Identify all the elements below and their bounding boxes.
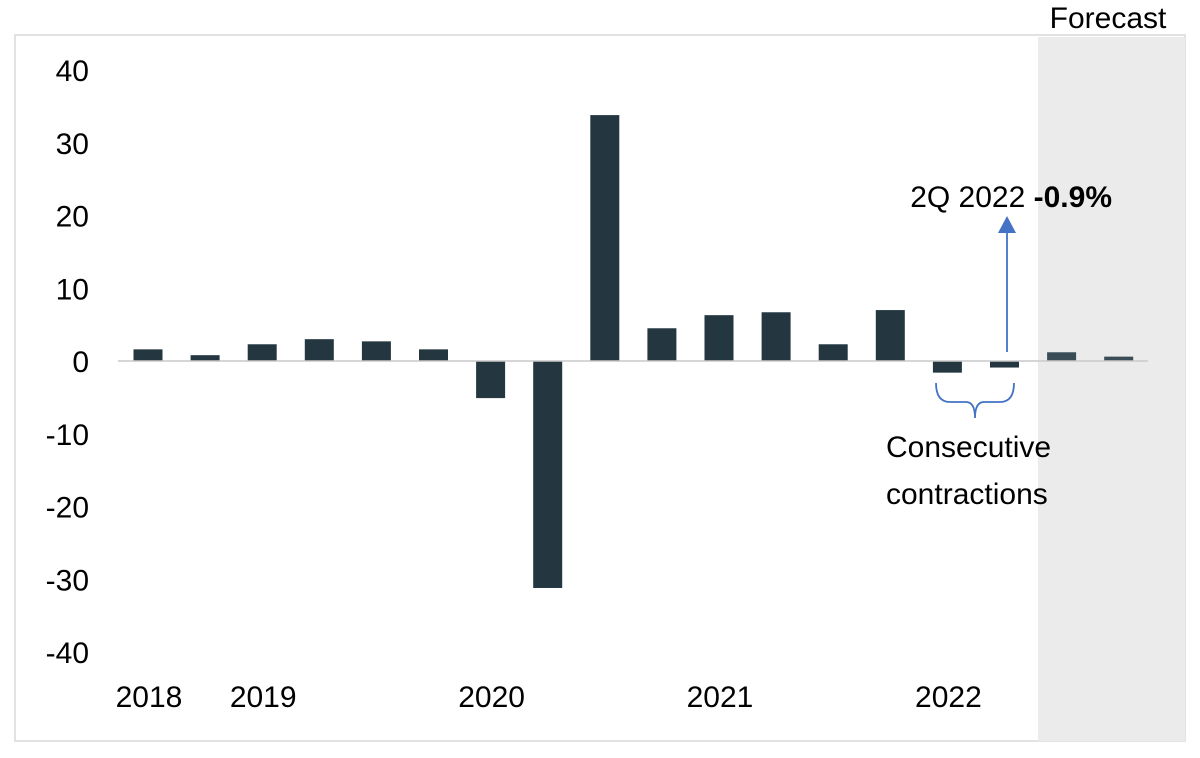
bar-q11	[704, 315, 734, 361]
x-year-label: 2018	[116, 681, 183, 714]
bar-q14	[875, 310, 905, 361]
contraction-bracket	[935, 382, 1015, 419]
y-tick-label: 0	[72, 346, 89, 379]
callout-value: -0.9%	[1034, 181, 1112, 214]
forecast-band	[1038, 37, 1185, 741]
bar-q8	[533, 361, 563, 588]
x-year-label: 2022	[915, 681, 982, 714]
bar-q6	[419, 349, 448, 361]
forecast-label: Forecast	[1050, 2, 1167, 35]
bar-q5	[361, 341, 391, 361]
callout-arrowhead-icon	[998, 216, 1016, 233]
bar-q9	[590, 115, 620, 361]
callout-prefix: 2Q 2022	[910, 181, 1033, 214]
bar-q7	[476, 361, 506, 399]
bar-q17	[1047, 352, 1077, 361]
y-tick-label: 10	[56, 273, 89, 306]
bar-q15	[932, 361, 962, 373]
x-axis-year-labels: 2018 2019 2020 2021 2022	[116, 681, 982, 714]
bracket-label-line1: Consecutive	[886, 431, 1051, 464]
bar-series	[133, 115, 1134, 588]
bar-q1	[133, 349, 163, 361]
y-tick-label: 30	[56, 128, 89, 161]
bar-q13	[818, 344, 848, 361]
bracket-label-line2: contractions	[886, 478, 1048, 511]
y-tick-label: 20	[56, 201, 89, 234]
y-tick-label: 40	[56, 55, 89, 88]
bar-q2	[190, 355, 220, 361]
bar-q4	[304, 339, 334, 361]
y-tick-label: -40	[46, 637, 89, 670]
y-tick-label: -10	[46, 419, 89, 452]
y-axis-ticks: 40 30 20 10 0 -10 -20 -30 -40	[46, 55, 89, 670]
bar-q18	[1104, 356, 1134, 361]
callout-text: 2Q 2022 -0.9%	[910, 181, 1112, 214]
x-year-label: 2019	[230, 681, 297, 714]
x-year-label: 2020	[458, 681, 525, 714]
bar-q12	[761, 312, 791, 361]
bar-q3	[247, 344, 277, 361]
bar-q10	[647, 328, 677, 361]
y-tick-label: -20	[46, 492, 89, 525]
x-year-label: 2021	[687, 681, 754, 714]
y-tick-label: -30	[46, 564, 89, 597]
bar-q16	[990, 361, 1019, 368]
